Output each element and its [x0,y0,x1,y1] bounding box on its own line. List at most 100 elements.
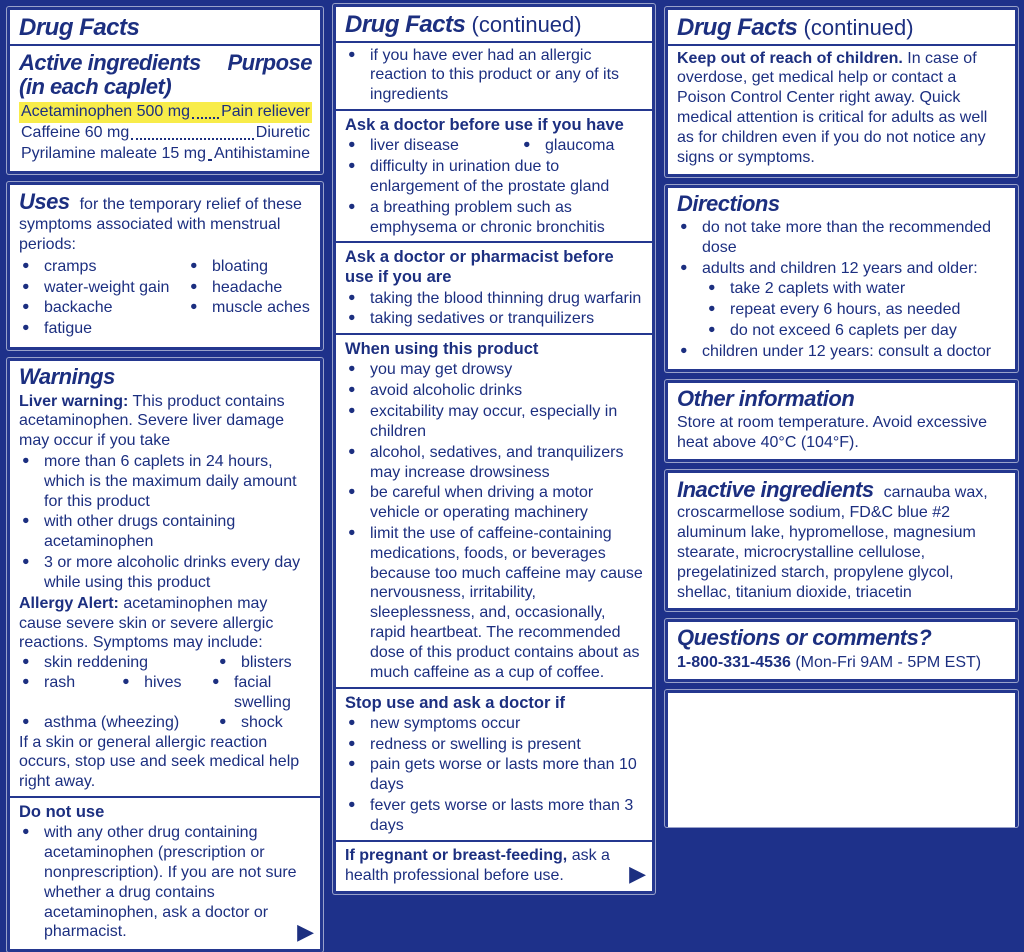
symptom-item: hives [119,673,209,713]
purpose-heading: Purpose [227,49,312,75]
list-item: with other drugs containing acetaminophe… [19,512,312,552]
list-item: children under 12 years: consult a docto… [677,342,1007,362]
list-item: do not exceed 6 caplets per day [705,321,1007,341]
symptom-item: blisters [216,653,292,673]
divider [336,241,652,244]
drug-facts-title: Drug Facts [19,14,140,41]
list-item: cramps [19,257,187,277]
list-item: taking sedatives or tranquilizers [345,309,644,329]
liver-warning-paragraph: Liver warning: This product contains ace… [19,392,312,451]
ask-pharmacist-heading: Ask a doctor or pharmacist before use if… [345,248,614,287]
uses-intro: for the temporary relief of these sympto… [19,195,302,253]
symptoms-row-3: asthma (wheezing) shock [19,713,312,733]
panel-warnings: Warnings Liver warning: This product con… [7,358,323,952]
list-item: take 2 caplets with water [705,279,1007,299]
allergic-reaction-list: if you have ever had an allergic reactio… [345,46,644,105]
pregnant-label: If pregnant or breast-feeding, [345,846,568,864]
drug-facts-title-text: Drug Facts [677,14,798,41]
ingredient-row-pyrilamine: Pyrilamine maleate 15 mg Antihistamine [19,144,312,165]
directions-list-end: children under 12 years: consult a docto… [677,342,1007,362]
drug-facts-title: Drug Facts (continued) [345,9,644,39]
panel-questions-comments: Questions or comments? 1-800-331-4536 (M… [665,619,1018,682]
active-ingredients-subheading: (in each caplet) [19,73,172,99]
continue-arrow-icon: ▶ [629,861,646,887]
directions-heading: Directions [677,190,780,216]
ingredient-name: Acetaminophen 500 mg [21,103,190,121]
list-item: a breathing problem such as emphysema or… [345,198,644,238]
list-item: backache [19,298,187,318]
phone-hours: (Mon-Fri 9AM - 5PM EST) [795,653,982,671]
phone-line: 1-800-331-4536 (Mon-Fri 9AM - 5PM EST) [677,653,1007,673]
list-item: pain gets worse or lasts more than 10 da… [345,755,644,795]
panel-drug-facts-continued-1: Drug Facts (continued) if you have ever … [333,4,655,895]
divider [10,43,320,46]
list-item: difficulty in urination due to enlargeme… [345,157,644,197]
ingredient-purpose: Pain reliever [221,103,310,121]
list-item: fever gets worse or lasts more than 3 da… [345,796,644,836]
divider [336,40,652,43]
symptom-item: rash [19,673,119,713]
ask-doctor-heading: Ask a doctor before use if you have [345,116,624,135]
uses-paragraph: Uses for the temporary relief of these sy… [19,189,312,255]
ask-pharmacist-list: taking the blood thinning drug warfarin … [345,289,644,330]
dotted-leader [207,158,212,161]
ingredient-purpose: Diuretic [255,124,310,142]
symptoms-row-2: rash hives facial swelling [19,673,312,713]
list-item: fatigue [19,319,187,339]
panel-keep-out-of-reach: Drug Facts (continued) Keep out of reach… [665,7,1018,177]
inactive-ingredients-paragraph: Inactive ingredients carnauba wax, crosca… [677,477,1007,603]
drug-facts-title-suffix: (continued) [803,15,914,40]
allergy-alert-paragraph: Allergy Alert: acetaminophen may cause s… [19,594,312,653]
ask-doctor-list: difficulty in urination due to enlargeme… [345,157,644,237]
stop-use-list: new symptoms occur redness or swelling i… [345,714,644,836]
column-middle: Drug Facts (continued) if you have ever … [333,4,655,895]
symptom-item: shock [216,713,283,733]
when-using-list: you may get drowsy avoid alcoholic drink… [345,360,644,682]
list-item: adults and children 12 years and older: [677,259,1007,279]
continue-arrow-icon: ▶ [297,919,314,945]
ingredient-name: Pyrilamine maleate 15 mg [21,144,206,162]
ingredient-purpose: Antihistamine [213,144,310,162]
ask-doctor-row: liver disease glaucoma [345,136,644,156]
keep-out-label: Keep out of reach of children. [677,49,903,67]
divider [10,796,320,799]
other-information-text: Store at room temperature. Avoid excessi… [677,414,988,451]
panel-directions: Directions do not take more than the rec… [665,184,1018,372]
drug-facts-title: Drug Facts (continued) [677,12,1007,42]
allergy-alert-text: acetaminophen may cause severe skin or s… [19,594,274,652]
uses-list-right: bloating headache muscle aches [187,256,310,340]
active-ingredients-header: Active ingredients Purpose [19,49,312,77]
list-item: excitability may occur, especially in ch… [345,402,644,442]
list-item: repeat every 6 hours, as needed [705,300,1007,320]
panel-other-information: Other information Store at room temperat… [665,379,1018,462]
divider [336,333,652,336]
dotted-leader [131,137,254,140]
liver-warning-label: Liver warning: [19,392,129,410]
allergy-close-text: If a skin or general allergic reaction o… [19,733,300,791]
directions-sub-list: take 2 caplets with water repeat every 6… [705,279,1007,340]
divider [336,839,652,842]
when-using-heading: When using this product [345,340,539,359]
pregnant-paragraph: If pregnant or breast-feeding, ask a hea… [345,846,644,886]
active-ingredients-heading: Active ingredients [19,49,201,75]
list-item: alcohol, sedatives, and tranquilizers ma… [345,443,644,483]
list-item: redness or swelling is present [345,735,644,755]
list-item: be careful when driving a motor vehicle … [345,483,644,523]
symptom-item: facial swelling [209,673,312,713]
drug-facts-label: Drug Facts Active ingredients Purpose (i… [0,0,1024,827]
ingredient-row-caffeine: Caffeine 60 mg Diuretic [19,123,312,144]
condition-item: liver disease [345,136,520,156]
uses-list: cramps water-weight gain backache fatigu… [19,255,312,341]
column-left: Drug Facts Active ingredients Purpose (i… [7,7,323,952]
warnings-heading: Warnings [19,364,115,390]
inactive-ingredients-heading: Inactive ingredients [677,476,874,502]
phone-number: 1-800-331-4536 [677,653,791,671]
symptoms-row-1: skin reddening blisters [19,653,312,673]
other-information-heading: Other information [677,385,855,411]
divider [336,109,652,112]
ingredient-name: Caffeine 60 mg [21,124,130,142]
list-item: avoid alcoholic drinks [345,381,644,401]
directions-list: do not take more than the recommended do… [677,218,1007,278]
liver-warning-list: more than 6 caplets in 24 hours, which i… [19,452,312,593]
list-item: taking the blood thinning drug warfarin [345,289,644,309]
